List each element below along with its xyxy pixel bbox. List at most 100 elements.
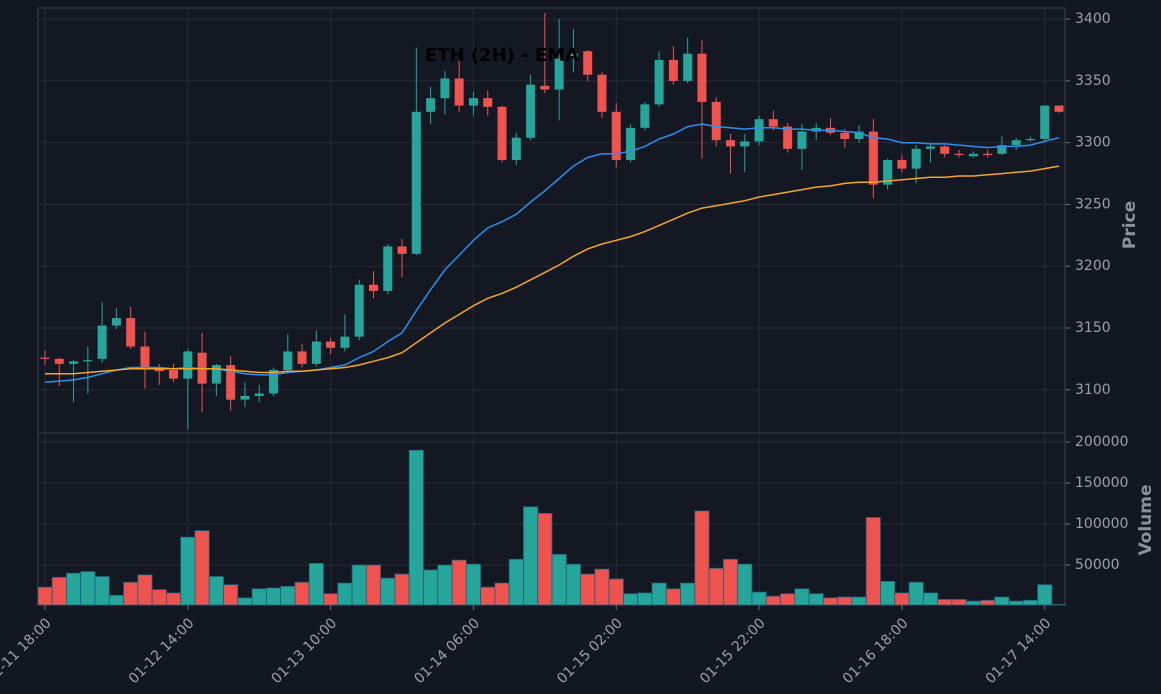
candle-body bbox=[69, 361, 79, 364]
volume-bar bbox=[851, 596, 867, 606]
candle-body bbox=[925, 146, 935, 149]
candle-body bbox=[1040, 105, 1050, 139]
volume-bar bbox=[1022, 599, 1038, 606]
marks bbox=[37, 12, 1067, 606]
volume-bar bbox=[865, 517, 881, 606]
candle-body bbox=[511, 137, 521, 160]
x-tick-label: 01-12 14:00 bbox=[126, 615, 198, 687]
candle-body bbox=[597, 74, 607, 112]
candle-body bbox=[940, 146, 950, 154]
volume-bar bbox=[908, 581, 924, 606]
volume-bar bbox=[451, 559, 467, 606]
y-tick-label: 200000 bbox=[1075, 434, 1128, 450]
volume-bar bbox=[494, 582, 510, 606]
candle-body bbox=[269, 369, 279, 394]
candle-body bbox=[683, 53, 693, 81]
volume-bar bbox=[465, 563, 481, 606]
x-tick-label: 01-11 18:00 bbox=[0, 615, 55, 687]
candle-body bbox=[311, 341, 321, 364]
candle-body bbox=[468, 98, 478, 106]
y-tick-label: 3150 bbox=[1075, 320, 1111, 336]
candle-body bbox=[840, 132, 850, 139]
candle-body bbox=[711, 101, 721, 141]
x-tick-label: 01-17 14:00 bbox=[983, 615, 1055, 687]
y-tick-label: 3350 bbox=[1075, 73, 1111, 89]
candle-body bbox=[154, 368, 164, 372]
candle-body bbox=[126, 318, 136, 347]
candle-body bbox=[211, 365, 221, 384]
candle-body bbox=[183, 351, 193, 379]
x-tick-label: 01-14 06:00 bbox=[411, 615, 483, 687]
volume-bar bbox=[137, 574, 153, 606]
volume-bar bbox=[51, 576, 67, 606]
candle-body bbox=[954, 153, 964, 156]
candle-body bbox=[526, 84, 536, 138]
volume-bar bbox=[337, 582, 353, 606]
volume-bar bbox=[594, 568, 610, 606]
volume-bar bbox=[808, 593, 824, 606]
candle-body bbox=[897, 159, 907, 169]
candle-body bbox=[911, 148, 921, 169]
candle-body bbox=[540, 85, 550, 90]
x-tick-label: 01-15 02:00 bbox=[554, 615, 626, 687]
volume-bar bbox=[280, 585, 296, 606]
y-tick-label: 150000 bbox=[1075, 475, 1128, 491]
volume-bar bbox=[637, 592, 653, 606]
candle-body bbox=[40, 357, 50, 359]
volume-bar bbox=[423, 569, 439, 606]
volume-bar bbox=[223, 584, 239, 606]
candle-body bbox=[54, 358, 64, 364]
volume-axis-label: Volume bbox=[1136, 484, 1156, 555]
candle-body bbox=[754, 119, 764, 142]
volume-bar bbox=[408, 449, 424, 606]
candle-body bbox=[97, 325, 107, 359]
y-tick-label: 3100 bbox=[1075, 382, 1111, 398]
volume-bar bbox=[180, 536, 196, 606]
volume-bar bbox=[208, 576, 224, 606]
volume-bar bbox=[323, 593, 339, 606]
volume-bar bbox=[523, 506, 539, 606]
volume-bar bbox=[880, 580, 896, 606]
candle-body bbox=[883, 159, 893, 185]
candle-body bbox=[983, 153, 993, 156]
candle-body bbox=[1054, 105, 1064, 112]
x-tick-label: 01-15 22:00 bbox=[697, 615, 769, 687]
volume-bar bbox=[66, 572, 82, 606]
candle-body bbox=[497, 106, 507, 160]
candle-body bbox=[1025, 138, 1035, 141]
volume-bar bbox=[308, 562, 324, 606]
candle-body bbox=[726, 140, 736, 147]
candle-body bbox=[640, 104, 650, 128]
volume-bar bbox=[123, 581, 139, 606]
candle-body bbox=[1011, 140, 1021, 146]
candle-body bbox=[397, 246, 407, 254]
volume-bar bbox=[965, 600, 981, 606]
candle-body bbox=[697, 53, 707, 102]
volume-bar bbox=[608, 578, 624, 606]
candle-body bbox=[554, 58, 564, 90]
y-tick-label: 3400 bbox=[1075, 11, 1111, 27]
volume-bar bbox=[437, 564, 453, 606]
candle-body bbox=[654, 59, 664, 105]
y-tick-label: 3300 bbox=[1075, 135, 1111, 151]
volume-bar bbox=[480, 586, 496, 606]
candle-body bbox=[626, 127, 636, 160]
candle-body bbox=[868, 131, 878, 185]
volume-bar bbox=[937, 599, 953, 606]
volume-bar bbox=[194, 530, 210, 606]
volume-bar bbox=[237, 597, 253, 606]
candle-body bbox=[254, 393, 264, 396]
candle-body bbox=[968, 153, 978, 157]
volume-bar bbox=[94, 576, 110, 606]
volume-bar bbox=[837, 596, 853, 606]
volume-bar bbox=[780, 593, 796, 606]
candle-body bbox=[169, 369, 179, 379]
volume-bar bbox=[708, 567, 724, 606]
volume-bar bbox=[365, 564, 382, 606]
volume-bar bbox=[165, 592, 182, 606]
volume-bar bbox=[894, 592, 910, 606]
candle-body bbox=[583, 51, 593, 75]
volume-bar bbox=[794, 588, 810, 606]
volume-bar bbox=[1008, 600, 1024, 606]
price-axis-label: Price bbox=[1120, 201, 1140, 249]
